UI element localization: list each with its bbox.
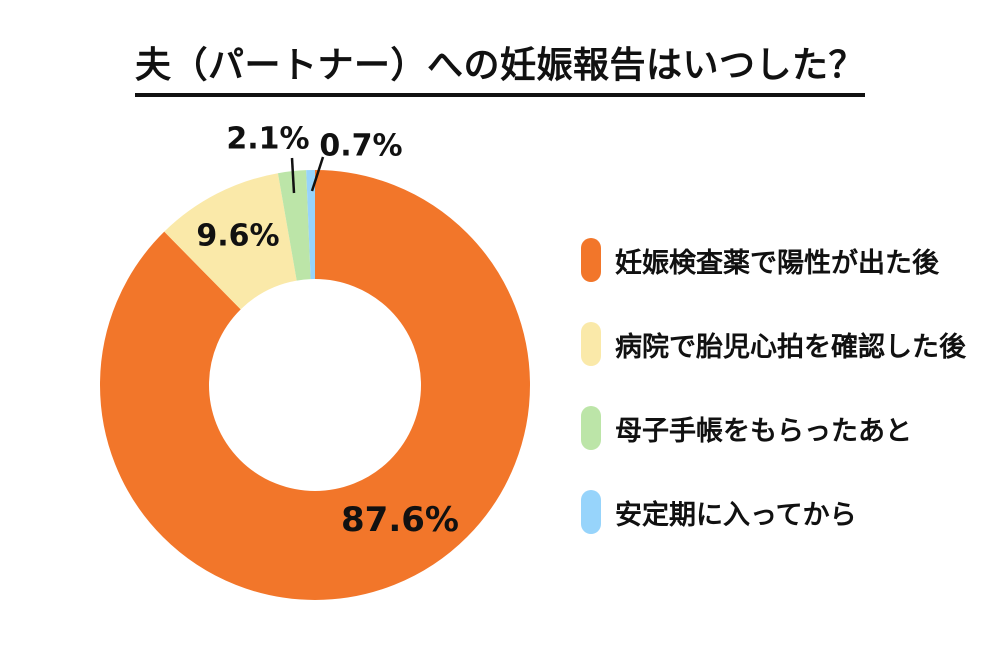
chart-title-text: 夫（パートナー）への妊娠報告はいつした？ (134, 36, 865, 97)
legend-swatch-blue (581, 490, 601, 534)
donut-slices (100, 170, 530, 600)
legend-swatch-yellow (581, 322, 601, 366)
legend-swatch-orange (581, 238, 601, 282)
legend-label: 妊娠検査薬で陽性が出た後 (615, 247, 939, 279)
legend: 妊娠検査薬で陽性が出た後 病院で胎児心拍を確認した後 母子手帳をもらったあと 安… (581, 238, 966, 534)
legend-label: 母子手帳をもらったあと (615, 415, 912, 447)
slice-label-yellow: 9.6% (196, 218, 280, 254)
legend-item-positive-test: 妊娠検査薬で陽性が出た後 (581, 238, 966, 282)
legend-label: 安定期に入ってから (615, 499, 857, 531)
legend-item-handbook-received: 母子手帳をもらったあと (581, 406, 966, 450)
legend-item-heartbeat-confirmed: 病院で胎児心拍を確認した後 (581, 322, 966, 366)
legend-item-stable-period: 安定期に入ってから (581, 490, 966, 534)
leader-line-blue (310, 156, 325, 192)
donut-slice-3 (100, 170, 530, 600)
slice-label-blue: 0.7% (319, 128, 403, 164)
legend-swatch-green (581, 406, 601, 450)
chart-title: 夫（パートナー）への妊娠報告はいつした？ (0, 36, 1000, 97)
legend-label: 病院で胎児心拍を確認した後 (615, 331, 966, 363)
leader-line-green (290, 157, 296, 194)
slice-label-green: 2.1% (226, 121, 310, 157)
slice-label-orange: 87.6% (341, 500, 459, 540)
